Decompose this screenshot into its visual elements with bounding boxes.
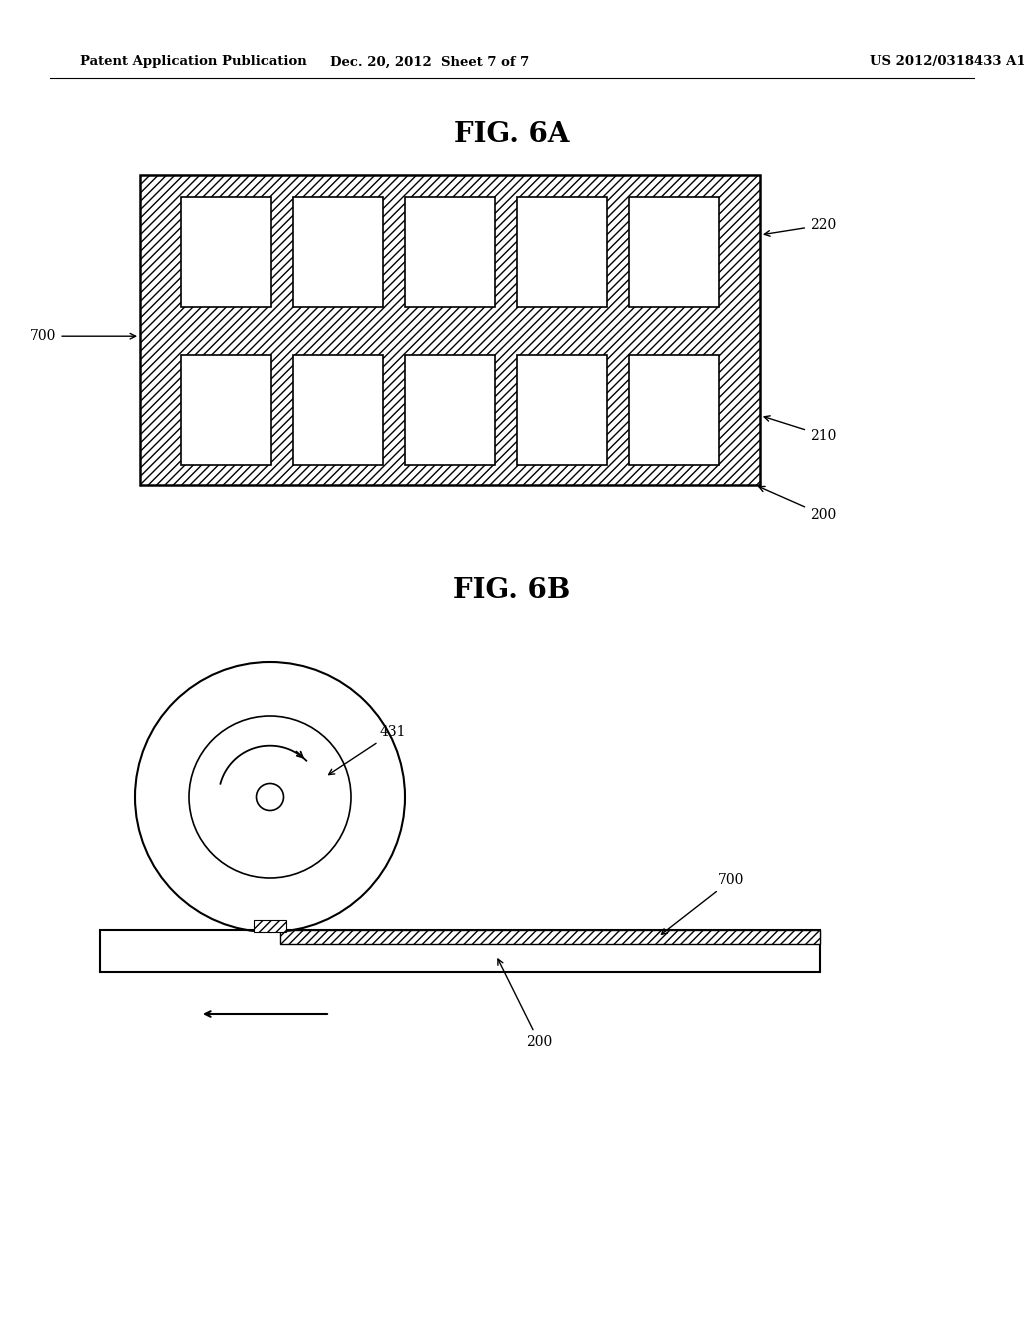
Text: 700: 700	[662, 873, 744, 935]
Bar	[181, 197, 271, 308]
Bar	[629, 355, 719, 465]
Bar	[517, 355, 607, 465]
Bar	[293, 197, 383, 308]
Bar	[406, 355, 495, 465]
Text: 210: 210	[764, 416, 837, 442]
Text: 200: 200	[759, 487, 837, 521]
Bar	[100, 931, 820, 972]
Text: FIG. 6A: FIG. 6A	[455, 121, 569, 149]
Bar	[181, 355, 271, 465]
Bar	[140, 176, 760, 484]
Text: 220: 220	[764, 218, 837, 236]
Bar	[406, 197, 495, 308]
Bar	[629, 197, 719, 308]
Text: 700: 700	[30, 329, 135, 343]
Text: FIG. 6B: FIG. 6B	[454, 577, 570, 603]
Bar	[254, 920, 286, 932]
Text: 200: 200	[498, 960, 552, 1049]
Bar	[280, 931, 820, 944]
Text: 431: 431	[329, 725, 407, 775]
Text: Patent Application Publication: Patent Application Publication	[80, 55, 307, 69]
Text: US 2012/0318433 A1: US 2012/0318433 A1	[870, 55, 1024, 69]
Bar	[293, 355, 383, 465]
Text: Dec. 20, 2012  Sheet 7 of 7: Dec. 20, 2012 Sheet 7 of 7	[331, 55, 529, 69]
Bar	[517, 197, 607, 308]
